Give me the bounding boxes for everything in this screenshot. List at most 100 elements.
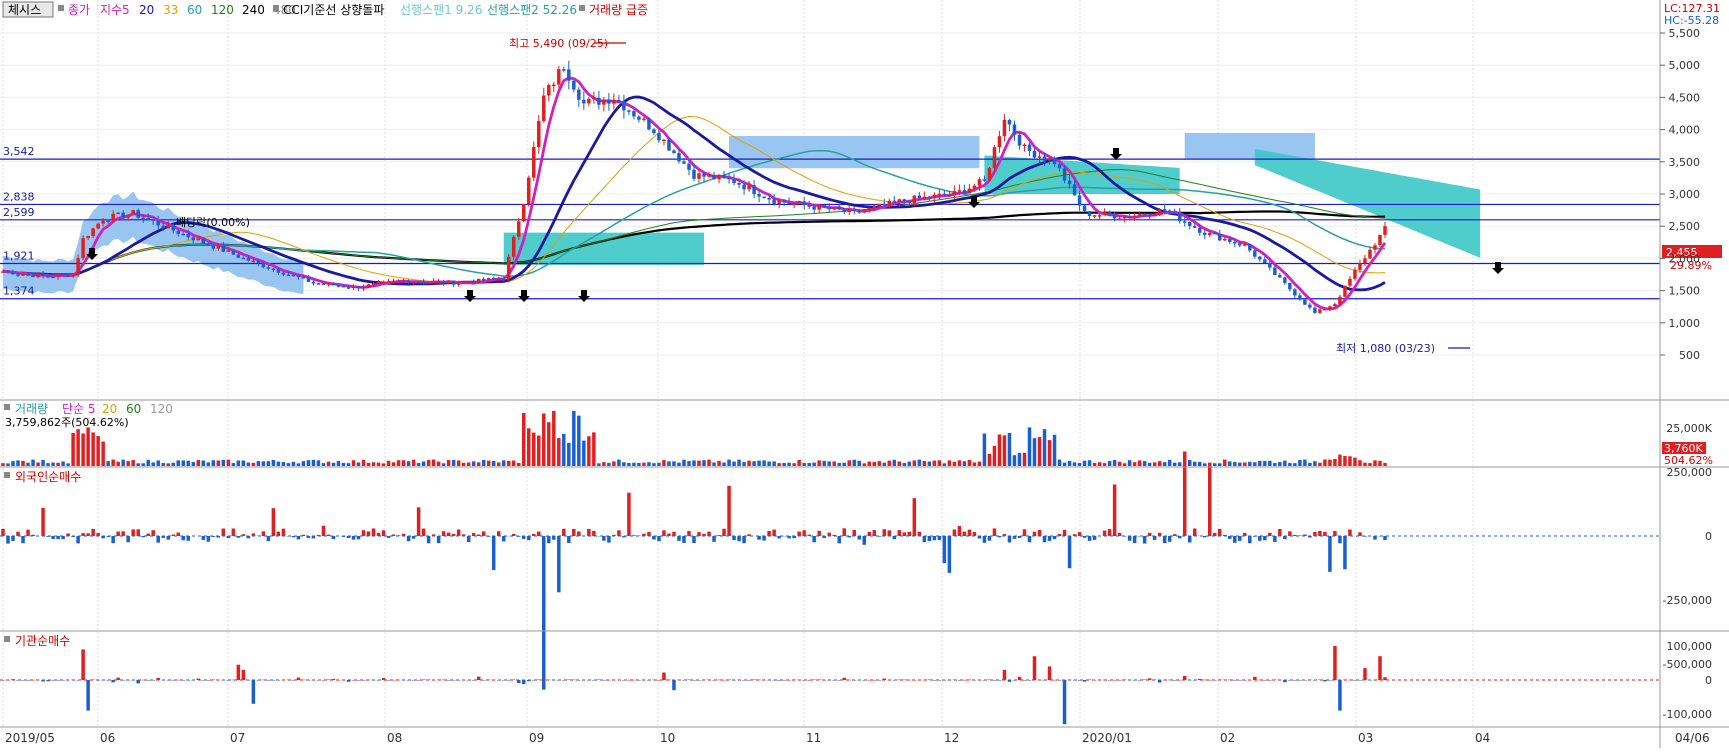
candle-body: [327, 283, 330, 285]
institution-bar: [56, 680, 59, 681]
foreign-bar: [827, 533, 830, 536]
candle-body: [272, 269, 275, 271]
institution-bar: [187, 680, 190, 681]
volume-bar: [752, 461, 755, 466]
foreign-bar: [883, 529, 886, 536]
x-tick-label: 2020/01: [1082, 731, 1132, 745]
candle-body: [337, 285, 340, 287]
candle-body: [592, 98, 595, 100]
institution-bar: [562, 680, 565, 681]
volume-bar: [527, 428, 530, 466]
volume-bar: [257, 461, 260, 466]
candle-body: [382, 282, 385, 284]
volume-bar: [727, 460, 730, 466]
foreign-bar: [61, 536, 64, 539]
institution-bar: [842, 678, 845, 680]
volume-bar: [272, 460, 275, 466]
volume-bar: [252, 463, 255, 466]
candle-body: [1018, 135, 1021, 146]
candle-body: [822, 205, 825, 208]
candle-body: [492, 278, 495, 280]
institution-bar: [577, 680, 580, 681]
foreign-bar: [1253, 536, 1256, 537]
candle-body: [482, 279, 485, 281]
candle-body: [26, 274, 29, 276]
volume-bar: [913, 460, 916, 466]
candle-body: [1283, 277, 1286, 283]
candle-body: [16, 274, 19, 276]
candle-body: [702, 173, 705, 176]
institution-bar: [1368, 680, 1371, 681]
foreign-bar: [602, 536, 605, 541]
institution-bar: [126, 680, 129, 681]
dividend-label: 배당락(0.00%): [176, 216, 250, 229]
foreign-bar: [923, 536, 926, 542]
x-tick-label: 2019/05: [5, 731, 55, 745]
volume-bar: [757, 461, 760, 466]
institution-bar: [1223, 680, 1226, 681]
candle-body: [121, 213, 124, 218]
volume-bar: [1113, 460, 1116, 466]
institution-bar: [702, 680, 705, 681]
institution-bar: [502, 680, 505, 681]
candle-body: [707, 175, 710, 177]
institution-bar: [1148, 678, 1151, 680]
x-tick-label: 08: [387, 731, 402, 745]
institution-bar: [1233, 680, 1236, 681]
x-tick-label: 02: [1220, 731, 1235, 745]
candle-body: [717, 175, 720, 179]
institution-bar: [217, 680, 220, 681]
institution-bar: [832, 680, 835, 681]
x-tick-label: 12: [944, 731, 959, 745]
volume-bar: [372, 462, 375, 466]
institution-bar: [151, 680, 154, 681]
candle-body: [1318, 309, 1321, 313]
volume-bar: [847, 460, 850, 466]
institution-bar: [297, 678, 300, 680]
foreign-bar: [1363, 536, 1366, 537]
candle-body: [1048, 158, 1051, 160]
candle-body: [1203, 233, 1206, 235]
foreign-bar: [442, 531, 445, 536]
foreign-bar: [1338, 536, 1341, 543]
institution-bar: [1168, 680, 1171, 681]
volume-bar: [267, 461, 270, 466]
foreign-bar: [792, 536, 795, 538]
foreign-bar: [227, 536, 230, 538]
institution-bar: [948, 680, 951, 681]
institution-bar: [1343, 680, 1346, 681]
institution-bar: [307, 680, 310, 681]
institution-bar: [938, 680, 941, 681]
foreign-bar: [717, 535, 720, 536]
institution-bar: [827, 680, 830, 681]
institution-bar: [647, 680, 650, 681]
volume-bar: [1088, 460, 1091, 466]
foreign-bar: [973, 532, 976, 536]
ma-legend-item-5: 5: [122, 3, 130, 17]
candle-body: [868, 208, 871, 211]
institution-bar: [207, 680, 210, 681]
institution-bar: [91, 680, 94, 681]
foreign-bar: [81, 533, 84, 536]
institution-bar: [617, 680, 620, 681]
volume-bar: [1283, 461, 1286, 466]
volume-bar: [96, 436, 99, 466]
candle-body: [1108, 212, 1111, 215]
candle-body: [412, 282, 415, 284]
institution-bar: [161, 680, 164, 681]
foreign-bar: [1, 529, 4, 536]
foreign-bar: [767, 531, 770, 536]
volume-bar: [452, 460, 455, 466]
candle-body: [577, 90, 580, 100]
volume-bar: [622, 462, 625, 466]
y-tick-label: 2,500: [1669, 220, 1701, 233]
volume-bar: [1108, 461, 1111, 466]
volume-bar: [772, 461, 775, 466]
institution-bar: [1213, 680, 1216, 681]
foreign-bar: [933, 536, 936, 540]
foreign-bar: [577, 531, 580, 536]
institution-bar: [677, 680, 680, 681]
volume-bar: [812, 463, 815, 466]
foreign-bar: [1038, 530, 1041, 536]
